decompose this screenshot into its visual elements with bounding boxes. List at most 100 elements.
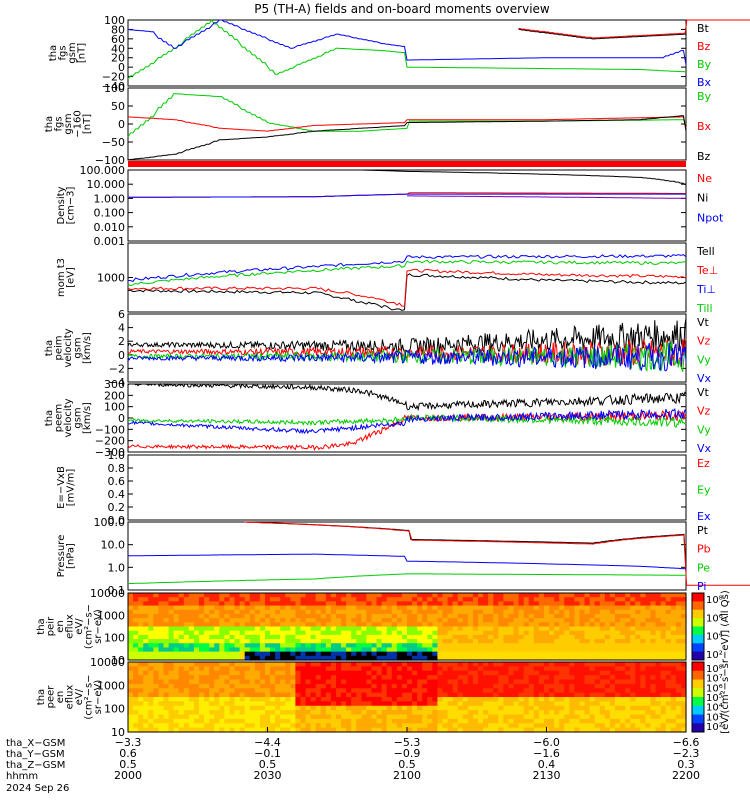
heatmap-cell — [280, 643, 286, 649]
heatmap-cell — [528, 675, 535, 681]
heatmap-cell — [219, 697, 225, 702]
heatmap-cell — [386, 618, 393, 623]
heatmap-cell — [437, 666, 444, 672]
heatmap-cell — [554, 705, 560, 711]
panel-peem_velocity: thapeemvelocitygsm[km/s]3002001000−100−2… — [44, 378, 712, 459]
ytick-label: 20 — [111, 52, 125, 65]
heatmap-cell — [244, 727, 251, 733]
heatmap-cell — [254, 714, 261, 720]
heatmap-cell — [457, 675, 464, 681]
heatmap-cell — [503, 643, 510, 649]
heatmap-cell — [528, 670, 535, 676]
panel-ylabel: mom t3 — [56, 258, 67, 297]
heatmap-cell — [315, 618, 322, 623]
heatmap-cell — [163, 718, 170, 724]
heatmap-cell — [173, 647, 180, 653]
heatmap-cell — [214, 692, 220, 698]
heatmap-cell — [330, 639, 337, 644]
heatmap-cell — [275, 609, 281, 615]
heatmap-cell — [366, 634, 373, 640]
heatmap-cell — [386, 714, 393, 720]
heatmap-cell — [533, 626, 540, 632]
heatmap-cell — [381, 723, 388, 729]
heatmap-cell — [199, 630, 205, 636]
heatmap-cell — [234, 670, 241, 676]
heatmap-cell — [503, 679, 510, 685]
heatmap-cell — [361, 651, 368, 657]
heatmap-cell — [462, 662, 469, 667]
heatmap-cell — [320, 639, 327, 644]
heatmap-cell — [153, 609, 160, 615]
heatmap-cell — [310, 688, 317, 694]
heatmap-cell — [351, 601, 357, 607]
heatmap-cell — [366, 666, 373, 672]
heatmap-cell — [183, 597, 190, 602]
panel-ylabel: [nT] — [77, 43, 88, 63]
heatmap-cell — [594, 622, 601, 628]
heatmap-cell — [320, 655, 327, 661]
heatmap-cell — [584, 643, 591, 649]
heatmap-cell — [422, 651, 428, 657]
heatmap-cell — [386, 655, 393, 661]
heatmap-cell — [401, 714, 408, 720]
heatmap-cell — [275, 605, 281, 611]
heatmap-cell — [462, 697, 469, 702]
heatmap-cell — [640, 701, 647, 707]
heatmap-cell — [604, 727, 611, 733]
heatmap-cell — [574, 718, 581, 724]
heatmap-cell — [549, 670, 555, 676]
heatmap-cell — [254, 609, 261, 615]
heatmap-cell — [391, 697, 398, 702]
heatmap-cell — [386, 630, 393, 636]
heatmap-cell — [574, 639, 581, 644]
heatmap-cell — [264, 609, 271, 615]
heatmap-cell — [361, 634, 368, 640]
heatmap-cell — [452, 618, 459, 623]
heatmap-cell — [300, 597, 307, 602]
heatmap-cell — [264, 601, 271, 607]
heatmap-cell — [670, 662, 677, 667]
heatmap-cell — [493, 639, 499, 644]
heatmap-cell — [209, 618, 215, 623]
heatmap-cell — [396, 662, 403, 667]
heatmap-cell — [386, 675, 393, 681]
heatmap-cell — [178, 609, 185, 615]
heatmap-cell — [351, 692, 357, 698]
heatmap-cell — [183, 666, 190, 672]
heatmap-cell — [478, 718, 484, 724]
heatmap-cell — [310, 710, 317, 716]
heatmap-cell — [538, 639, 545, 644]
heatmap-cell — [335, 597, 342, 602]
heatmap-cell — [270, 705, 276, 711]
heatmap-cell — [427, 634, 433, 640]
heatmap-cell — [193, 601, 200, 607]
heatmap-cell — [244, 651, 251, 657]
heatmap-cell — [407, 705, 413, 711]
heatmap-cell — [528, 710, 535, 716]
heatmap-cell — [483, 714, 489, 720]
heatmap-cell — [320, 723, 327, 729]
heatmap-cell — [204, 643, 210, 649]
panel-ylabel: tha — [44, 340, 55, 356]
heatmap-cell — [488, 651, 494, 657]
heatmap-cell — [543, 718, 550, 724]
heatmap-cell — [569, 683, 575, 689]
heatmap-cell — [462, 688, 469, 694]
heatmap-cell — [457, 718, 464, 724]
heatmap-cell — [381, 688, 388, 694]
heatmap-cell — [371, 666, 378, 672]
heatmap-cell — [614, 675, 621, 681]
heatmap-cell — [290, 683, 296, 689]
heatmap-cell — [498, 626, 504, 632]
heatmap-cell — [128, 597, 134, 602]
heatmap-cell — [503, 655, 510, 661]
heatmap-cell — [513, 666, 520, 672]
heatmap-cell — [371, 593, 378, 598]
heatmap-cell — [346, 634, 352, 640]
series-line-2 — [127, 19, 687, 80]
heatmap-cell — [599, 718, 606, 724]
heatmap-cell — [528, 714, 535, 720]
heatmap-cell — [457, 601, 464, 607]
heatmap-cell — [665, 643, 672, 649]
heatmap-cell — [412, 701, 418, 707]
